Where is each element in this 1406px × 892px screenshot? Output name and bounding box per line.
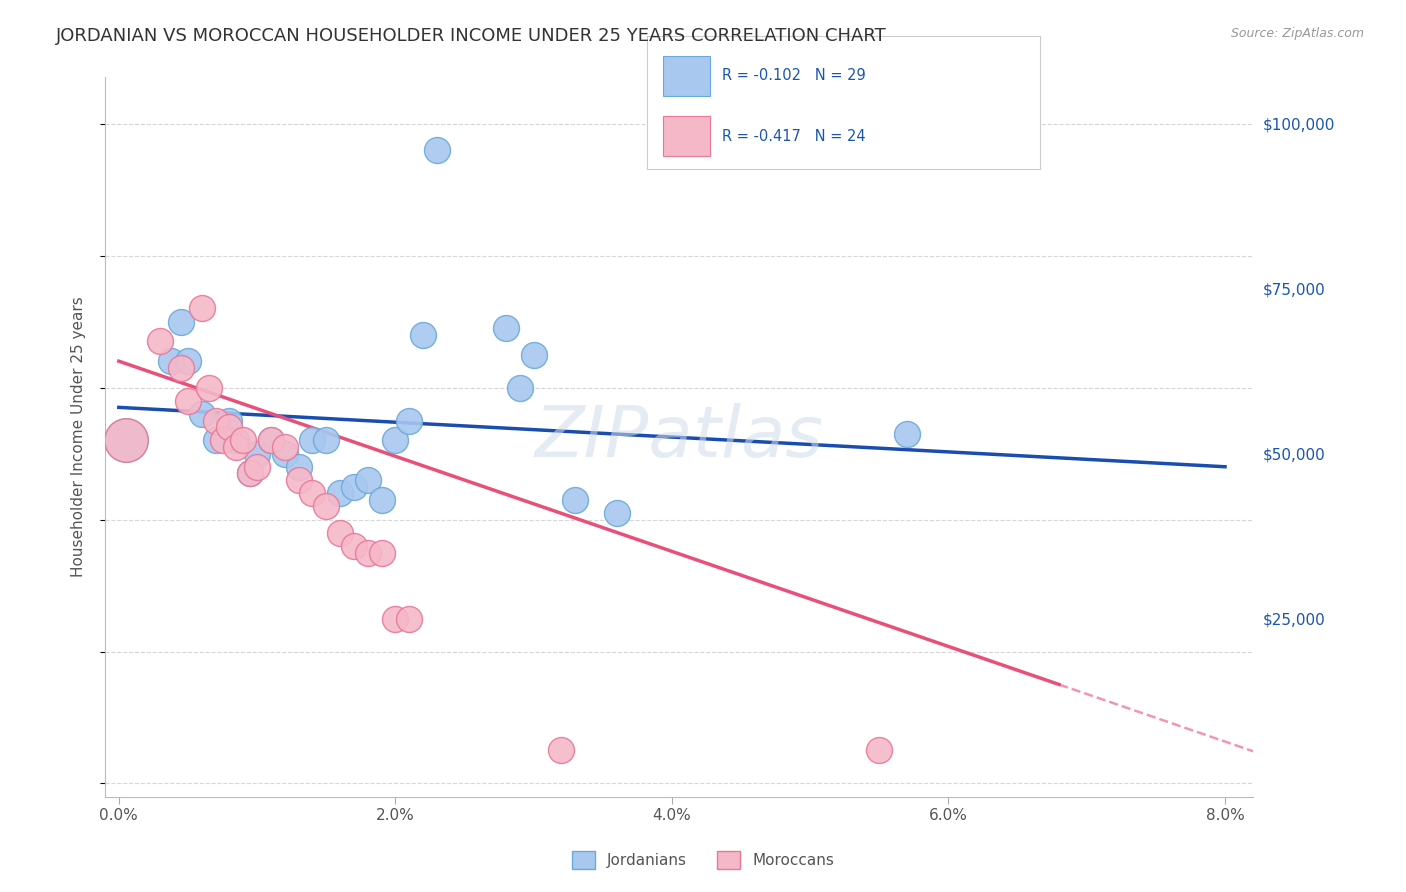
Point (606, 506, 628, 520)
Point (170, 360, 193, 375)
Point (239, 467, 262, 481)
Point (204, 413, 226, 427)
Point (357, 473, 380, 487)
Text: JORDANIAN VS MOROCCAN HOUSEHOLDER INCOME UNDER 25 YEARS CORRELATION CHART: JORDANIAN VS MOROCCAN HOUSEHOLDER INCOME… (56, 27, 887, 45)
Point (225, 434, 247, 448)
Point (357, 545, 380, 559)
Point (868, 743, 890, 757)
Point (426, 143, 449, 157)
Point (301, 434, 323, 448)
Point (384, 611, 406, 625)
Point (218, 420, 240, 434)
Point (370, 492, 392, 507)
Point (260, 434, 283, 448)
Point (114, 434, 136, 448)
Point (343, 479, 366, 493)
Text: R = -0.417   N = 24: R = -0.417 N = 24 (721, 128, 865, 144)
Point (204, 434, 226, 448)
Point (177, 354, 200, 368)
Point (412, 327, 434, 342)
Point (550, 743, 572, 757)
Text: ZIPatlas: ZIPatlas (534, 402, 824, 472)
Bar (662, 55, 710, 95)
Point (301, 486, 323, 500)
Point (370, 545, 392, 559)
Point (260, 434, 283, 448)
Point (232, 434, 254, 448)
Point (191, 407, 214, 421)
Point (114, 434, 136, 448)
Point (274, 446, 297, 460)
Y-axis label: Householder Income Under 25 years: Householder Income Under 25 years (72, 297, 86, 577)
Point (191, 301, 214, 316)
Point (177, 393, 200, 408)
Point (315, 434, 337, 448)
Legend: Jordanians, Moroccans: Jordanians, Moroccans (565, 845, 841, 875)
Point (160, 354, 183, 368)
Point (509, 380, 531, 394)
Point (239, 467, 262, 481)
Point (211, 434, 233, 448)
Point (218, 413, 240, 427)
Point (246, 459, 269, 474)
Point (225, 440, 247, 454)
Point (329, 486, 352, 500)
Point (246, 446, 269, 460)
Point (495, 321, 517, 335)
Point (384, 434, 406, 448)
Text: Source: ZipAtlas.com: Source: ZipAtlas.com (1230, 27, 1364, 40)
Text: R = -0.102   N = 29: R = -0.102 N = 29 (721, 69, 865, 83)
Point (398, 413, 420, 427)
Point (398, 611, 420, 625)
Point (287, 473, 309, 487)
Point (315, 500, 337, 514)
Point (564, 492, 586, 507)
Bar (662, 116, 710, 156)
Point (170, 315, 193, 329)
Point (329, 525, 352, 540)
Point (343, 539, 366, 553)
Point (287, 459, 309, 474)
Point (523, 348, 546, 362)
Point (149, 334, 172, 349)
Point (896, 426, 918, 441)
Point (197, 380, 219, 394)
Point (274, 440, 297, 454)
